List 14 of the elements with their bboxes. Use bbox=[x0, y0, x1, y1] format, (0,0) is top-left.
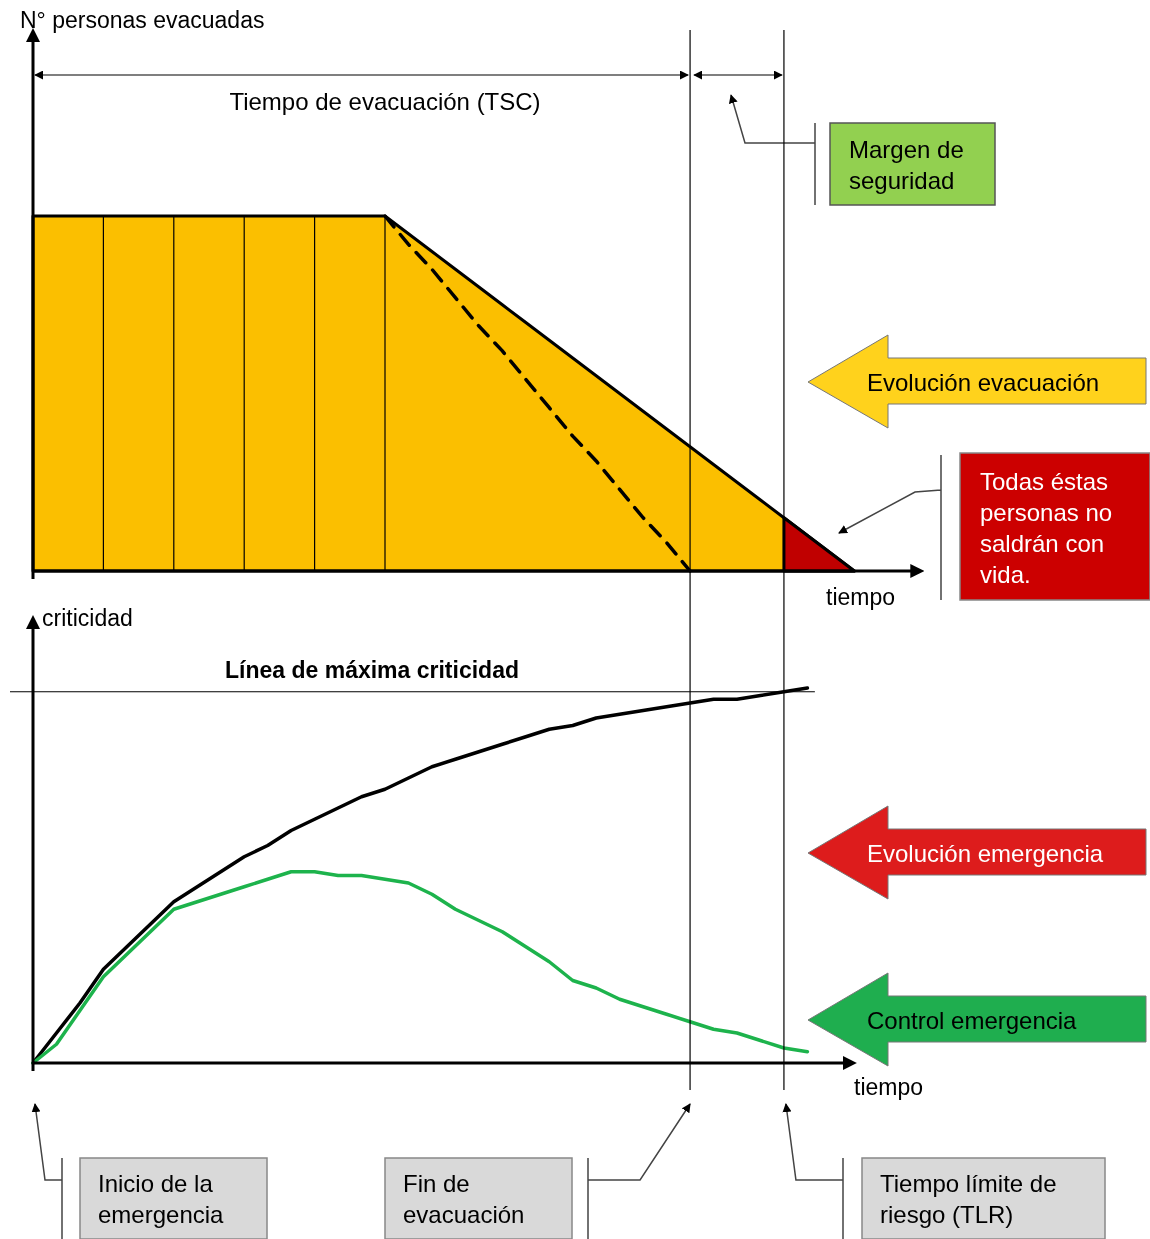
text: Evolución emergencia bbox=[867, 840, 1104, 867]
ref-line-label: Línea de máxima criticidad bbox=[224, 656, 520, 683]
text: Todas éstas personas no saldrán con vida. bbox=[980, 468, 1113, 588]
y-axis-title: N° personas evacuadas bbox=[20, 7, 265, 33]
text: Inicio de la emergencia bbox=[98, 1170, 225, 1228]
text: Evolución evacuación bbox=[867, 369, 1100, 396]
text: Control emergencia bbox=[867, 1007, 1078, 1034]
y-axis-title: criticidad bbox=[42, 605, 133, 631]
text: Margen de seguridad bbox=[849, 136, 964, 194]
x-axis-title: tiempo bbox=[826, 584, 896, 610]
text: Tiempo de evacuación (TSC) bbox=[229, 88, 541, 115]
x-axis-title: tiempo bbox=[854, 1074, 924, 1100]
text: Tiempo límite de riesgo (TLR) bbox=[880, 1170, 1057, 1228]
text: Fin de evacuación bbox=[403, 1170, 525, 1228]
